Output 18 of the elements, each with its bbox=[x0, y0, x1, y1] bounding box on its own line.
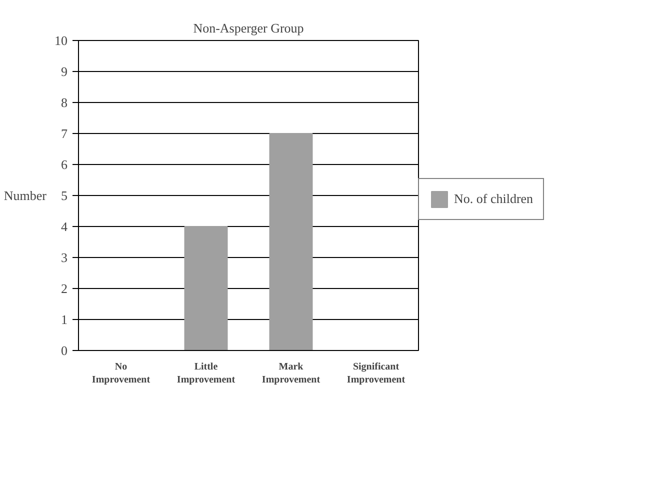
x-tick-label: Little Improvement bbox=[176, 362, 236, 386]
y-tick-label: 4 bbox=[61, 219, 68, 234]
y-tick-label: 7 bbox=[61, 126, 68, 141]
y-tick-label: 1 bbox=[61, 312, 68, 327]
y-tick-label: 2 bbox=[61, 281, 68, 296]
chart-title: Non-Asperger Group bbox=[193, 20, 304, 36]
y-tick-label: 8 bbox=[61, 95, 68, 110]
y-tick-label: 0 bbox=[61, 343, 68, 358]
y-tick-label: 9 bbox=[61, 64, 68, 79]
legend-label: No. of children bbox=[454, 191, 534, 207]
y-tick-label: 3 bbox=[61, 250, 68, 265]
x-tick-label: Mark Improvement bbox=[262, 362, 321, 386]
x-tick-label: Significant Improvement bbox=[346, 362, 406, 386]
y-axis-title: Number bbox=[4, 188, 48, 203]
y-tick-label: 10 bbox=[54, 33, 68, 48]
y-tick-label: 5 bbox=[61, 188, 68, 203]
y-tick-label: 6 bbox=[61, 157, 68, 172]
x-tick-label: No Improvement bbox=[92, 362, 151, 386]
